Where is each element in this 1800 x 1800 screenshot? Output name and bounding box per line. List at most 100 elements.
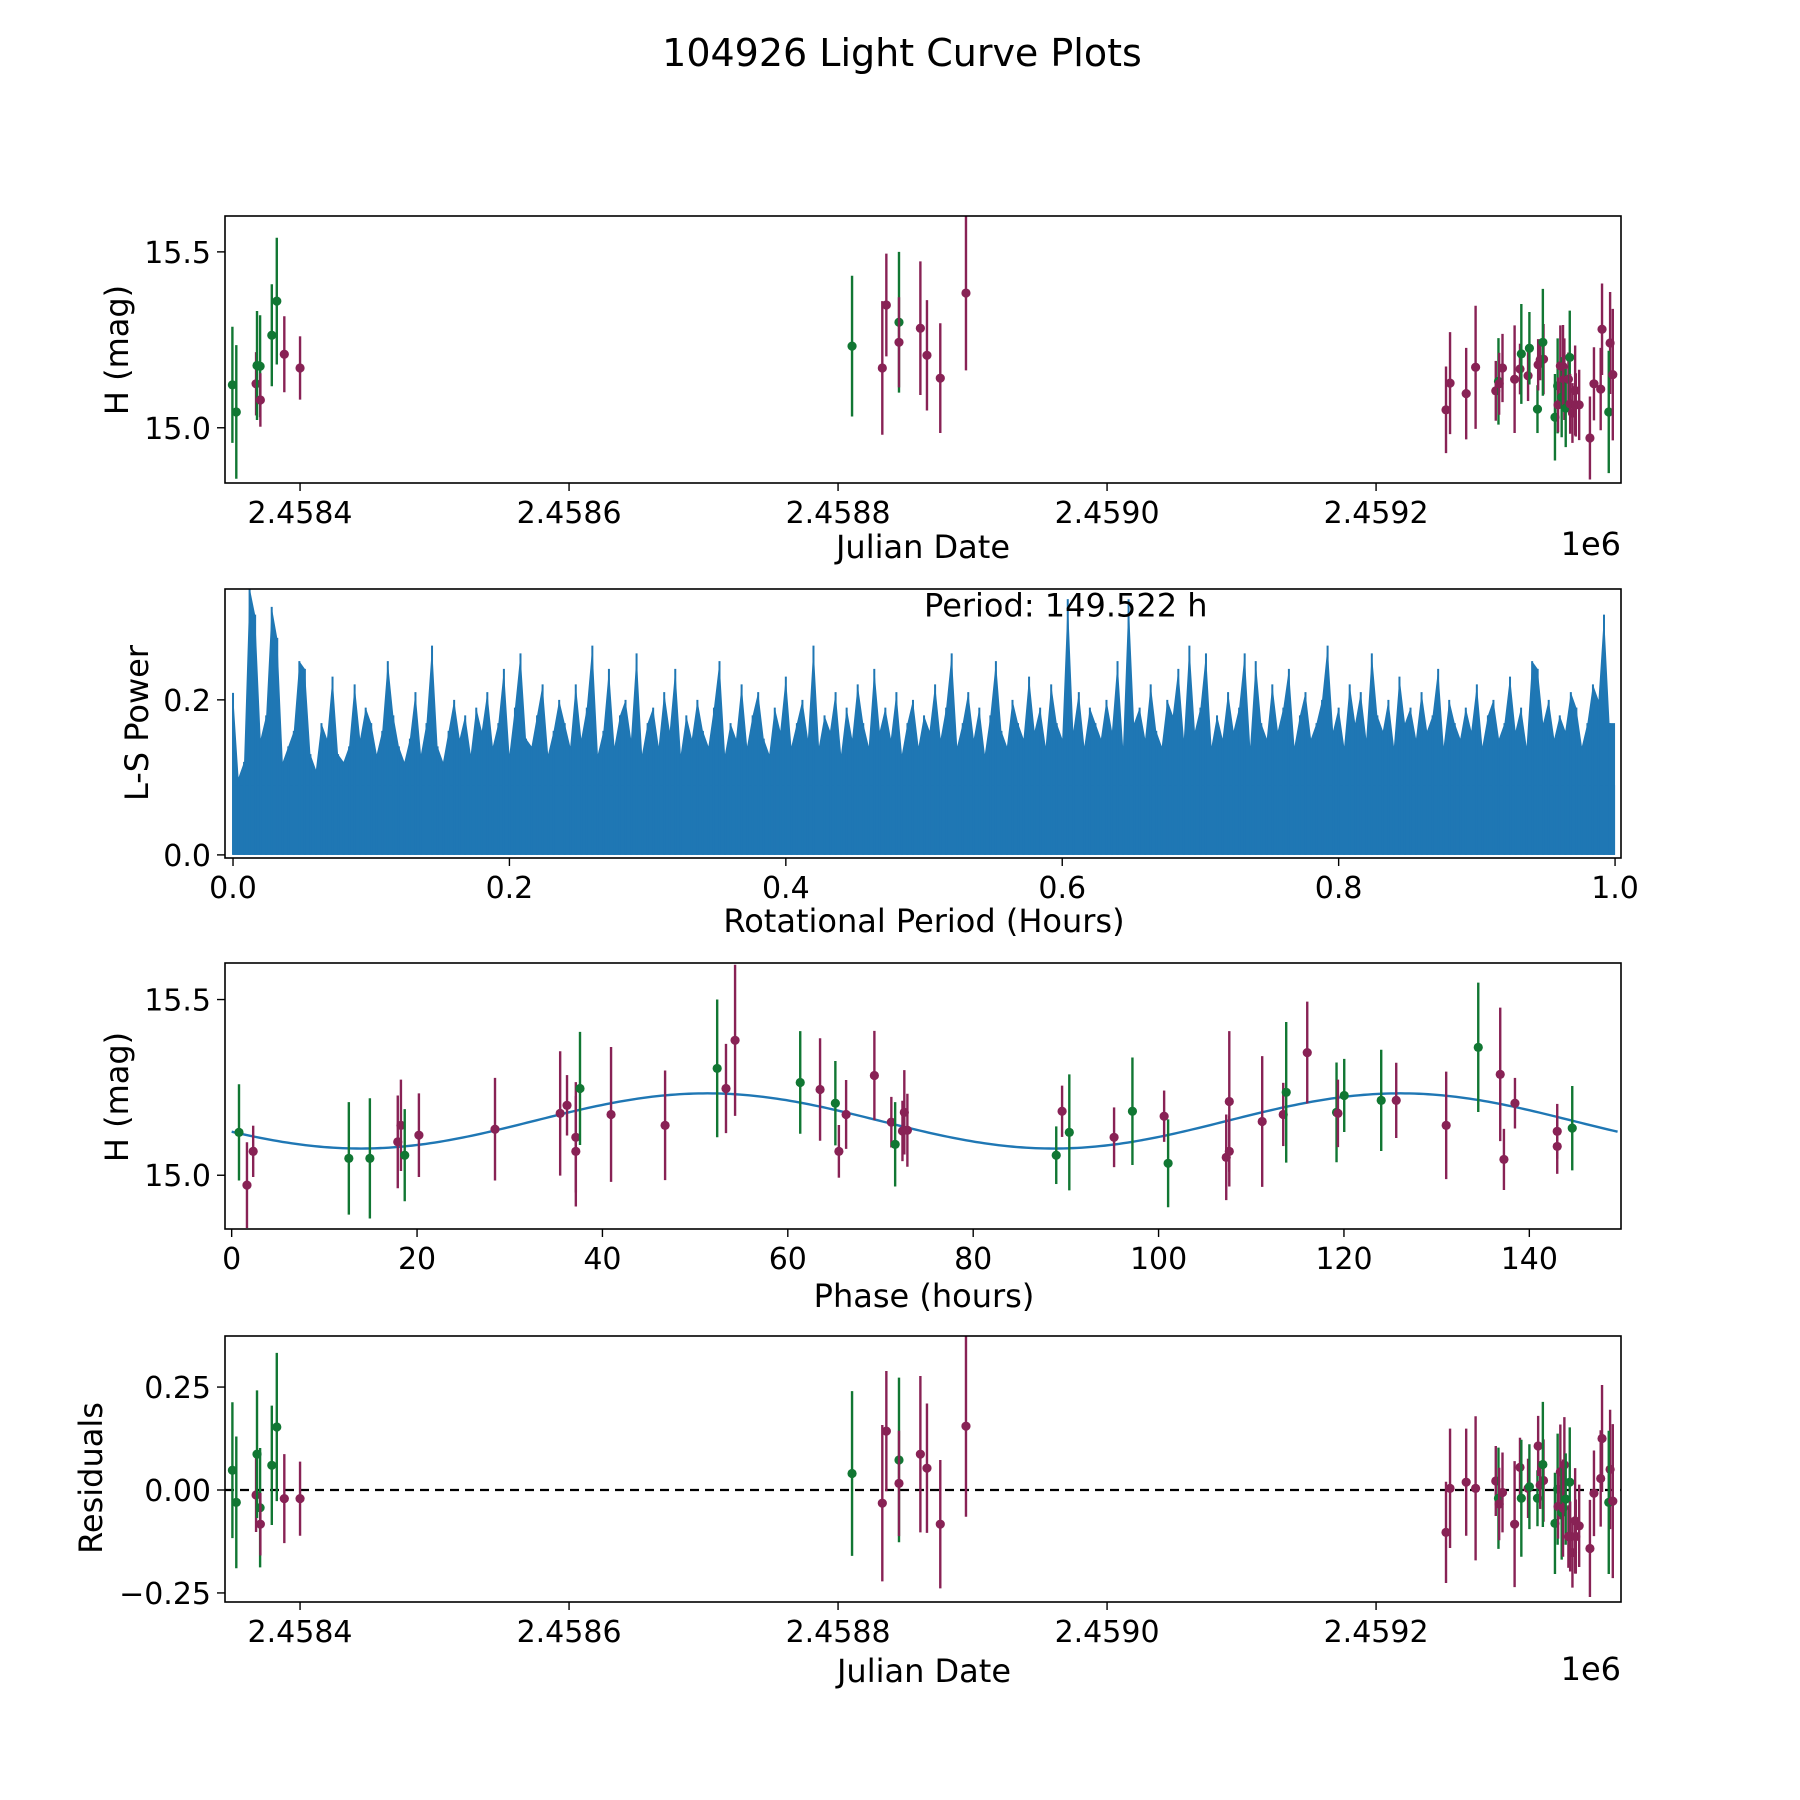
residual-point: [231, 1497, 241, 1507]
residual-point: [1497, 1487, 1508, 1498]
phase-point: [902, 1125, 912, 1135]
phase-point: [242, 1180, 252, 1190]
light-curve-point: [1510, 374, 1520, 384]
residuals-xlabel: Julian Date: [835, 1652, 1011, 1690]
phase-point: [1376, 1095, 1386, 1105]
light-curve-point: [255, 361, 265, 371]
phase-point: [886, 1117, 896, 1127]
light-curve-point: [1515, 364, 1525, 374]
phase-point: [606, 1109, 616, 1120]
light-curve-point: [922, 350, 932, 360]
residual-point: [922, 1463, 932, 1473]
light-curve-point: [1574, 400, 1584, 410]
residuals-frame: [224, 1335, 1622, 1603]
phase-point: [1473, 1042, 1483, 1052]
residuals-yticks: −0.25 0.00 0.25: [119, 1371, 225, 1612]
light-curve-point: [1497, 363, 1508, 373]
phase-point: [1127, 1106, 1138, 1116]
light-curve-point: [272, 296, 282, 306]
residual-point: [847, 1468, 857, 1479]
periodogram-clip-group: [232, 589, 1616, 855]
periodogram-xticks: 0.0 0.2 0.4 0.6 0.8 1.0: [209, 858, 1639, 906]
phase-points: [234, 964, 1577, 1228]
light-curve-clip-group: [227, 216, 1618, 480]
phase-fit-curve: [231, 1092, 1618, 1150]
residual-point: [1538, 1459, 1548, 1470]
residual-point: [1445, 1483, 1455, 1493]
phase-point: [571, 1146, 581, 1156]
phase-point: [795, 1077, 805, 1088]
phase-point: [1302, 1048, 1312, 1058]
residual-point: [1589, 1488, 1599, 1498]
residuals-xtick-label: 2.4588: [786, 1615, 891, 1650]
phase-xtick-label: 120: [1315, 1242, 1372, 1277]
residual-point: [1510, 1519, 1520, 1529]
residual-point: [1596, 1473, 1606, 1484]
residuals-xtick-label: 2.4584: [248, 1615, 353, 1650]
periodogram-xtick-label: 0.6: [1038, 871, 1086, 906]
light-curve-xticks: 2.4584 2.4586 2.4588 2.4590 2.4592: [248, 483, 1429, 531]
phase-point: [344, 1153, 354, 1163]
residual-point: [227, 1465, 237, 1475]
phase-point: [575, 1083, 585, 1094]
residual-point: [935, 1519, 945, 1529]
light-curve-x-offset: 1e6: [1561, 525, 1621, 563]
light-curve-panel: 2.4584 2.4586 2.4588 2.4590 2.4592 15.015.5 …: [98, 215, 1622, 566]
residual-point: [279, 1494, 289, 1504]
light-curve-point: [1524, 343, 1535, 353]
residual-point: [1597, 1433, 1607, 1444]
phase-point: [834, 1146, 844, 1156]
light-curve-point: [1608, 370, 1618, 380]
periodogram-line: [232, 589, 1616, 855]
phase-point: [396, 1120, 406, 1130]
light-curve-ylabel: H (mag): [98, 285, 136, 415]
phase-point: [490, 1124, 500, 1134]
phase-point: [1567, 1123, 1577, 1133]
residuals-panel: 2.4584 2.4586 2.4588 2.4590 2.4592 −0.25 0.00…: [72, 1335, 1622, 1690]
phase-point: [1552, 1141, 1562, 1152]
phase-point: [555, 1108, 565, 1118]
periodogram-xtick-label: 0.4: [762, 871, 810, 906]
light-curve-ytick-label: 15.5: [144, 236, 211, 271]
residual-point: [1565, 1477, 1575, 1487]
light-curve-point: [1523, 371, 1533, 381]
light-curve-ytick-label: 15.0: [144, 412, 211, 447]
residual-point: [1574, 1521, 1584, 1531]
periodogram-xtick-label: 0.8: [1315, 871, 1363, 906]
light-curve-point: [1589, 379, 1599, 389]
residual-point: [272, 1422, 282, 1432]
light-curve-point: [1441, 405, 1451, 415]
phase-point: [248, 1146, 258, 1156]
phase-point: [869, 1070, 879, 1081]
light-curve-point: [894, 337, 904, 347]
light-curve-xtick-label: 2.4586: [517, 496, 622, 531]
residual-points: [227, 1336, 1618, 1598]
phase-point: [562, 1100, 572, 1110]
phase-xtick-label: 40: [583, 1242, 621, 1277]
phase-xtick-label: 100: [1130, 1242, 1187, 1277]
phase-point: [721, 1083, 731, 1094]
residuals-ylabel: Residuals: [72, 1402, 110, 1554]
periodogram-xtick-label: 1.0: [1591, 871, 1639, 906]
phase-xticks: 0 20 40 60 80 100 120 140: [222, 1229, 1558, 1277]
light-curve-xlabel: Julian Date: [834, 528, 1010, 566]
light-curve-point: [231, 407, 241, 417]
light-curve-xtick-label: 2.4588: [786, 496, 891, 531]
light-curve-point: [847, 341, 857, 351]
light-curve-point: [255, 395, 265, 405]
light-curve-xtick-label: 2.4590: [1055, 496, 1160, 531]
phase-point: [1257, 1116, 1267, 1127]
phase-point: [1224, 1146, 1234, 1156]
residual-point: [1559, 1460, 1569, 1470]
phase-point: [365, 1153, 375, 1163]
phase-xtick-label: 140: [1501, 1242, 1558, 1277]
fit-curve-line: [231, 1092, 1618, 1150]
light-curve-point: [1597, 324, 1607, 334]
phase-point: [830, 1098, 840, 1108]
figure-title: 104926 Light Curve Plots: [662, 31, 1142, 75]
periodogram-ytick-label: 0.2: [163, 684, 211, 719]
periodogram-xtick-label: 0.2: [486, 871, 534, 906]
residual-point: [267, 1460, 277, 1470]
light-curve-point: [1563, 374, 1574, 384]
residual-point: [961, 1421, 971, 1431]
